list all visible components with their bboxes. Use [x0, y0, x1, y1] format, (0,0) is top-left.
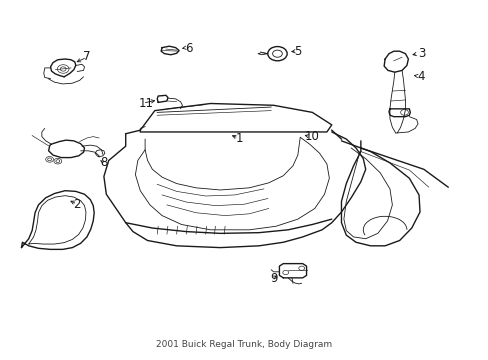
Text: 11: 11 — [139, 97, 154, 110]
Text: 7: 7 — [83, 50, 90, 63]
Text: 3: 3 — [417, 47, 424, 60]
Text: 2: 2 — [73, 198, 81, 211]
Text: 6: 6 — [184, 42, 192, 55]
Text: 1: 1 — [235, 131, 243, 144]
Text: 5: 5 — [294, 45, 301, 58]
Text: 8: 8 — [100, 157, 107, 170]
Text: 10: 10 — [305, 130, 319, 143]
Text: 2001 Buick Regal Trunk, Body Diagram: 2001 Buick Regal Trunk, Body Diagram — [156, 340, 332, 349]
Text: 9: 9 — [269, 273, 277, 285]
Text: 4: 4 — [417, 70, 425, 83]
